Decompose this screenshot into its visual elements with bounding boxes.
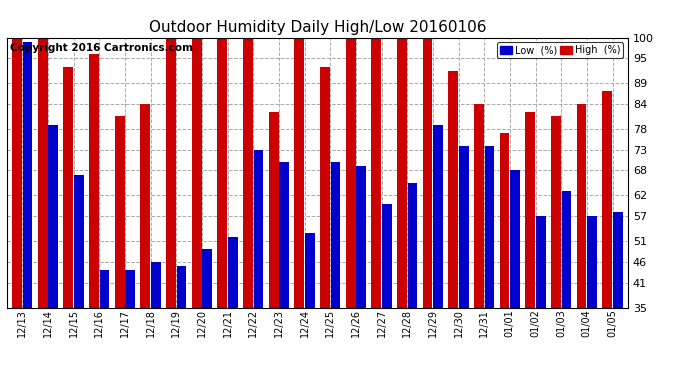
Bar [423, 38, 433, 308]
Bar [551, 116, 561, 308]
Bar [217, 38, 227, 308]
Bar [433, 125, 443, 308]
Bar [254, 150, 264, 308]
Bar [99, 270, 110, 308]
Bar [331, 162, 340, 308]
Bar [243, 38, 253, 308]
Bar [89, 54, 99, 307]
Bar [382, 204, 392, 308]
Bar [448, 71, 458, 308]
Bar [613, 212, 622, 308]
Bar [536, 216, 546, 308]
Bar [166, 38, 176, 308]
Bar [305, 233, 315, 308]
Bar [141, 104, 150, 308]
Bar [562, 191, 571, 308]
Bar [202, 249, 212, 308]
Bar [577, 104, 586, 308]
Bar [397, 38, 407, 308]
Bar [115, 116, 125, 308]
Bar [177, 266, 186, 308]
Bar [38, 38, 48, 308]
Bar [346, 38, 355, 308]
Bar [63, 67, 73, 308]
Bar [269, 112, 279, 308]
Bar [12, 38, 22, 308]
Bar [484, 146, 494, 308]
Bar [587, 216, 597, 308]
Bar [602, 92, 612, 308]
Title: Outdoor Humidity Daily High/Low 20160106: Outdoor Humidity Daily High/Low 20160106 [148, 20, 486, 35]
Bar [510, 170, 520, 308]
Bar [500, 133, 509, 308]
Bar [151, 262, 161, 308]
Bar [459, 146, 469, 308]
Bar [371, 38, 381, 308]
Bar [356, 166, 366, 308]
Bar [320, 67, 330, 308]
Bar [295, 38, 304, 308]
Bar [474, 104, 484, 308]
Legend: Low  (%), High  (%): Low (%), High (%) [497, 42, 623, 58]
Bar [74, 175, 83, 308]
Bar [126, 270, 135, 308]
Text: Copyright 2016 Cartronics.com: Copyright 2016 Cartronics.com [10, 43, 193, 53]
Bar [279, 162, 289, 308]
Bar [23, 42, 32, 308]
Bar [192, 38, 201, 308]
Bar [228, 237, 238, 308]
Bar [408, 183, 417, 308]
Bar [48, 125, 58, 308]
Bar [525, 112, 535, 308]
